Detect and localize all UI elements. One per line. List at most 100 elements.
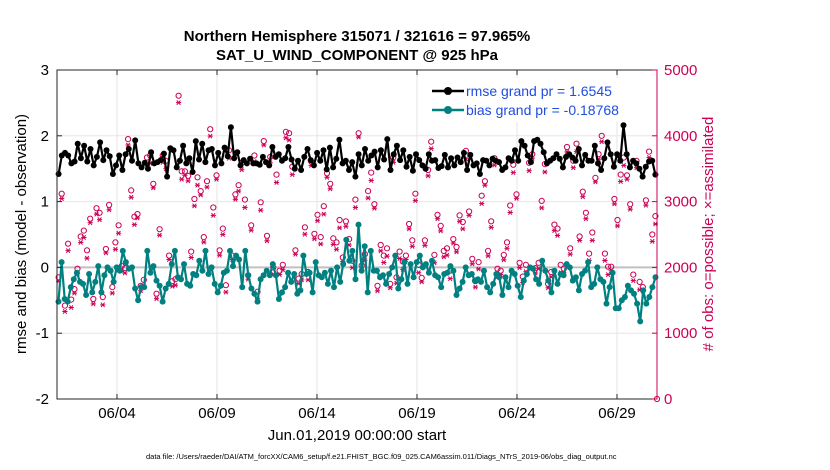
rmse-point [81, 142, 88, 149]
rmse-point [448, 155, 455, 162]
obs-assimilated-marker [621, 162, 627, 168]
obs-assimilated-marker [374, 288, 381, 294]
obs-possible-marker [598, 132, 605, 139]
obs-possible-marker [516, 259, 523, 266]
obs-possible-marker [311, 230, 318, 237]
bias-point [603, 300, 610, 307]
obs-assimilated-stroke [62, 308, 68, 315]
obs-possible-marker [636, 278, 643, 285]
bias-point [239, 284, 246, 291]
rmse-point [183, 160, 190, 167]
bias-point [478, 278, 484, 285]
obs-possible-marker [409, 237, 416, 244]
rmse-point [575, 146, 582, 152]
obs-assimilated-marker [176, 100, 182, 106]
rmse-point [610, 163, 617, 170]
rmse-point [93, 153, 100, 160]
rmse-point [310, 162, 317, 169]
bias-point [481, 267, 487, 274]
legend-bias-marker [444, 106, 452, 114]
obs-assimilated-marker [356, 134, 362, 140]
obs-possible-marker [377, 241, 384, 249]
obs-assimilated-stroke [214, 176, 219, 182]
obs-possible-marker [194, 174, 201, 181]
obs-assimilated-marker [324, 174, 330, 180]
bias-point [361, 243, 368, 250]
rmse-point [406, 153, 413, 160]
obs-assimilated-marker [280, 267, 286, 273]
rmse-point [330, 164, 337, 171]
bias-point [364, 289, 371, 296]
obs-possible-marker [197, 188, 204, 195]
bias-point [554, 280, 561, 287]
bias-point [383, 280, 390, 287]
obs-assimilated-marker [589, 237, 595, 243]
bias-point [92, 278, 99, 285]
x-tick-label: 06/09 [198, 405, 236, 422]
obs-assimilated-stroke [406, 226, 412, 232]
obs-possible-marker [582, 209, 590, 216]
bias-point [456, 285, 463, 292]
bias-point [321, 269, 328, 276]
rmse-point [483, 157, 490, 164]
bias-point [594, 264, 601, 271]
obs-possible-marker [453, 243, 460, 251]
obs-possible-marker [150, 180, 157, 187]
obs-assimilated-marker [337, 225, 343, 231]
rmse-point [527, 159, 534, 166]
rmse-point [502, 164, 509, 171]
obs-assimilated-stroke [479, 201, 484, 207]
rmse-point [355, 151, 362, 158]
bias-point [490, 280, 497, 287]
obs-possible-marker [207, 126, 214, 133]
rmse-point [295, 157, 301, 164]
bias-point [227, 247, 233, 254]
obs-assimilated-stroke [504, 245, 510, 251]
bias-point [331, 284, 337, 291]
right-tick-label: 0 [664, 391, 672, 408]
bias-point [533, 276, 540, 283]
obs-possible-marker [333, 239, 340, 246]
bias-point [548, 289, 555, 296]
bias-point [135, 297, 142, 304]
obs-assimilated-marker [438, 228, 444, 234]
obs-possible-marker [260, 138, 267, 145]
obs-assimilated-marker [128, 194, 134, 200]
obs-assimilated-marker [96, 217, 103, 223]
rmse-point [416, 157, 423, 164]
bias-point [634, 300, 641, 307]
obs-assimilated-marker [469, 261, 475, 267]
chart-title-line1: Northern Hemisphere 315071 / 321616 = 97… [184, 28, 530, 45]
rmse-point [512, 147, 518, 154]
bias-point [346, 257, 353, 264]
obs-assimilated-marker [286, 137, 292, 143]
obs-assimilated-stroke [129, 194, 134, 200]
obs-assimilated-marker [191, 203, 197, 209]
rmse-point [384, 136, 391, 143]
obs-possible-marker [500, 251, 507, 258]
obs-assimilated-stroke [517, 265, 522, 271]
rmse-point [582, 151, 589, 158]
rmse-point [358, 162, 365, 169]
obs-assimilated-stroke [429, 146, 434, 152]
obs-assimilated-marker [194, 182, 201, 188]
rmse-point [234, 149, 241, 156]
obs-assimilated-marker [93, 211, 100, 217]
bias-point [181, 261, 187, 268]
obs-assimilated-stroke [166, 256, 172, 263]
rmse-point [304, 146, 311, 152]
obs-assimilated-marker [627, 206, 633, 212]
obs-assimilated-stroke [334, 246, 339, 252]
obs-assimilated-marker [507, 209, 513, 216]
obs-possible-marker [627, 201, 634, 208]
rmse-point [397, 157, 404, 164]
rmse-point [598, 167, 605, 173]
obs-possible-marker [241, 196, 248, 203]
obs-assimilated-marker [261, 142, 267, 148]
obs-assimilated-stroke [185, 178, 191, 184]
rmse-point [508, 157, 515, 164]
obs-assimilated-marker [242, 204, 248, 211]
bias-point [214, 289, 221, 296]
obs-assimilated-stroke [239, 167, 244, 173]
chart-title-line2: SAT_U_WIND_COMPONENT @ 925 hPa [216, 47, 499, 64]
